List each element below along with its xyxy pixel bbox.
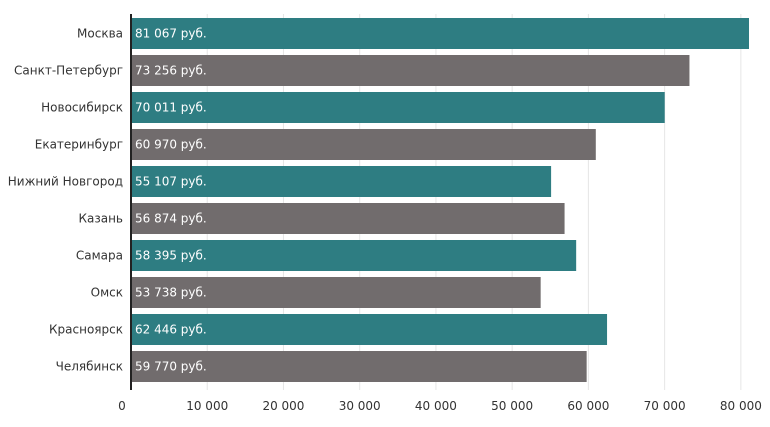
category-label: Нижний Новгород xyxy=(8,175,123,189)
bar xyxy=(131,166,552,197)
x-tick-label: 70 000 xyxy=(644,399,686,413)
category-label: Новосибирск xyxy=(41,101,123,115)
bar xyxy=(131,18,749,49)
bar xyxy=(131,351,587,382)
x-tick-label: 20 000 xyxy=(262,399,304,413)
bar-value-label: 70 011 руб. xyxy=(135,101,207,115)
x-tick-label: 80 000 xyxy=(720,399,762,413)
bars xyxy=(131,18,749,382)
x-tick-label: 50 000 xyxy=(491,399,533,413)
bar-value-label: 56 874 руб. xyxy=(135,212,207,226)
bar-value-label: 53 738 руб. xyxy=(135,286,207,300)
bar-value-labels: 81 067 руб. 73 256 руб. 70 011 руб. 60 970 … xyxy=(135,27,207,374)
category-label: Омск xyxy=(91,286,123,300)
bar-value-label: 60 970 руб. xyxy=(135,138,207,152)
bar xyxy=(131,55,690,86)
bar-value-label: 55 107 руб. xyxy=(135,175,207,189)
bar-value-label: 62 446 руб. xyxy=(135,323,207,337)
category-label: Красноярск xyxy=(49,323,123,337)
bar xyxy=(131,277,541,308)
category-label: Санкт-Петербург xyxy=(14,64,123,78)
bar xyxy=(131,203,565,234)
category-label: Екатеринбург xyxy=(35,138,123,152)
category-labels: Москва Санкт-Петербург Новосибирск Екатерин… xyxy=(8,27,123,374)
x-tick-label: 10 000 xyxy=(186,399,228,413)
category-label: Казань xyxy=(78,212,123,226)
bar xyxy=(131,129,596,160)
bar-value-label: 73 256 руб. xyxy=(135,64,207,78)
bar-value-label: 59 770 руб. xyxy=(135,360,207,374)
bar xyxy=(131,240,577,271)
x-tick-label: 0 xyxy=(118,399,126,413)
category-label: Челябинск xyxy=(56,360,123,374)
bar-value-label: 58 395 руб. xyxy=(135,249,207,263)
bar xyxy=(131,314,608,345)
x-tick-label: 40 000 xyxy=(415,399,457,413)
bar-value-label: 81 067 руб. xyxy=(135,27,207,41)
category-label: Самара xyxy=(76,249,123,263)
x-axis-tick-labels: 0 10 000 20 000 30 000 40 000 50 000 60 000 70 … xyxy=(118,399,762,413)
x-tick-label: 60 000 xyxy=(567,399,609,413)
bar xyxy=(131,92,665,123)
x-tick-label: 30 000 xyxy=(339,399,381,413)
category-label: Москва xyxy=(77,27,123,41)
